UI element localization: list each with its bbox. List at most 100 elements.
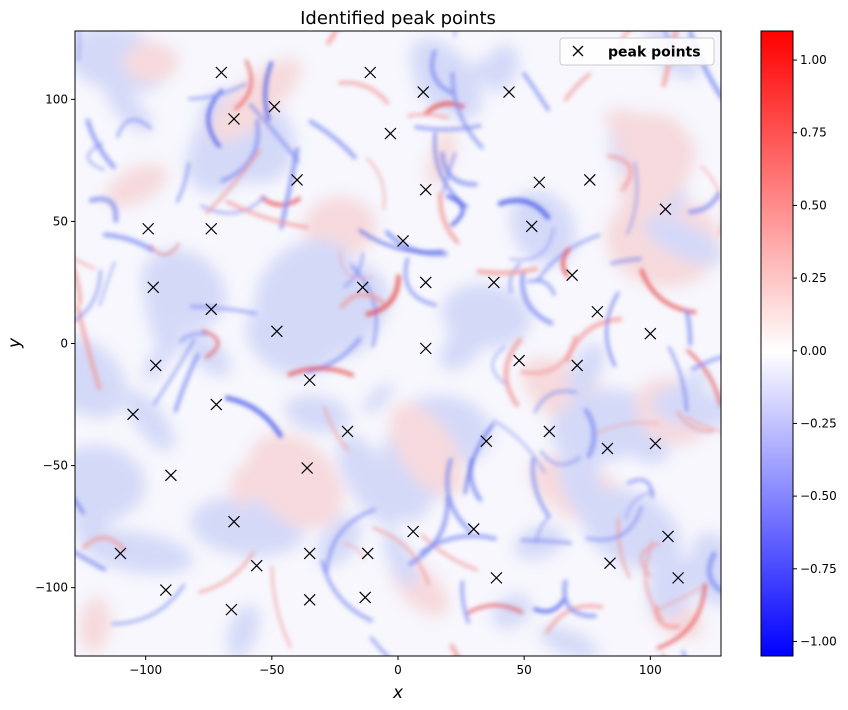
field-filament xyxy=(152,338,196,406)
field-filament xyxy=(616,517,631,579)
field-blob xyxy=(383,530,417,588)
colorbar-tick-label: 1.00 xyxy=(800,53,827,67)
field-filament xyxy=(320,559,373,623)
field-filament xyxy=(75,269,102,322)
field-filament xyxy=(423,101,465,116)
field-filament xyxy=(676,410,714,433)
field-blob xyxy=(255,239,358,344)
x-tick-label: −50 xyxy=(259,663,284,677)
field-blob xyxy=(567,343,605,398)
field-filament xyxy=(562,579,598,619)
peak-point-marker xyxy=(513,354,526,367)
peak-point-marker xyxy=(341,425,354,438)
field-filament xyxy=(685,415,721,433)
peak-point-marker xyxy=(359,591,372,604)
field-filament xyxy=(437,191,460,245)
field-filament xyxy=(326,31,339,46)
peak-point-marker xyxy=(159,584,172,597)
peak-point-marker xyxy=(659,203,672,216)
field-blob xyxy=(644,216,721,265)
field-filament xyxy=(681,650,686,656)
peak-point-marker xyxy=(525,220,538,233)
peak-point-marker xyxy=(210,398,223,411)
colorbar: −1.00 −0.75 −0.50 −0.25 0.00 0.25 0.50 0.75 1.00 xyxy=(760,30,837,657)
peak-point-marker xyxy=(356,281,369,294)
field-filament xyxy=(503,337,523,408)
field-filament xyxy=(497,198,551,220)
field-filament xyxy=(476,266,539,276)
field-filament xyxy=(508,262,522,294)
field-blob xyxy=(248,433,343,529)
field-filament xyxy=(189,304,258,316)
field-filament xyxy=(560,247,571,278)
field-blob xyxy=(410,38,483,120)
field-filament xyxy=(116,118,152,138)
peak-point-marker xyxy=(364,66,377,79)
field-filament xyxy=(287,366,355,378)
field-filament xyxy=(323,406,349,451)
legend-marker-x-icon xyxy=(572,45,584,57)
peak-point-marker xyxy=(361,547,374,560)
field-filament xyxy=(594,421,660,435)
field-filament xyxy=(339,292,385,309)
field-filament xyxy=(270,565,292,649)
x-tick-label: 100 xyxy=(639,663,662,677)
field-filament xyxy=(175,162,191,203)
peak-point-marker xyxy=(164,469,177,482)
peak-point-marker xyxy=(301,462,314,474)
field-blob xyxy=(363,383,394,414)
x-tick-label: 0 xyxy=(394,663,402,677)
field-filament xyxy=(225,199,309,230)
peak-point-marker xyxy=(672,571,685,584)
field-blob xyxy=(123,41,179,82)
peak-point-marker xyxy=(417,86,430,98)
field-filament xyxy=(460,580,471,624)
field-filament xyxy=(102,232,155,253)
field-filament xyxy=(540,450,582,466)
field-filament xyxy=(607,154,633,192)
peak-point-marker xyxy=(114,547,127,560)
field-filament xyxy=(450,71,484,150)
peak-point-marker xyxy=(662,530,674,543)
field-blob xyxy=(389,403,464,497)
field-filament xyxy=(248,103,300,163)
x-tick-label: −100 xyxy=(129,663,162,677)
field-blob xyxy=(483,45,519,92)
x-tick-label: 50 xyxy=(517,663,532,677)
field-filament xyxy=(492,419,546,474)
field-filament xyxy=(263,61,274,122)
field-filament xyxy=(639,542,661,578)
y-tick-label: −50 xyxy=(43,459,68,473)
peak-point-marker xyxy=(303,547,316,560)
field-filament xyxy=(530,457,551,518)
peak-point-marker xyxy=(604,557,616,570)
field-filament xyxy=(403,257,437,307)
field-blob xyxy=(143,345,170,382)
colorbar-tick-label: 0.75 xyxy=(800,126,827,140)
y-tick-label: 0 xyxy=(60,337,68,351)
field-filament xyxy=(308,119,357,160)
field-filament xyxy=(77,31,81,61)
peak-point-marker xyxy=(250,559,263,572)
colorbar-tick-label: 0.25 xyxy=(800,271,827,285)
field-blob xyxy=(227,604,260,656)
field-blob xyxy=(510,190,576,265)
field-filament xyxy=(667,346,688,412)
peak-point-marker xyxy=(566,269,579,282)
field-filament xyxy=(369,636,390,656)
field-filament xyxy=(605,291,620,367)
chart-title: Identified peak points xyxy=(300,8,496,29)
peak-point-marker xyxy=(419,276,432,289)
peak-point-marker xyxy=(149,359,162,372)
field-filament xyxy=(520,271,554,326)
field-filament xyxy=(372,526,430,586)
field-filament xyxy=(111,583,186,626)
vorticity-field xyxy=(75,31,721,656)
field-blob xyxy=(79,597,111,653)
y-axis-label: y xyxy=(5,337,25,349)
peak-point-marker xyxy=(142,222,155,235)
field-filament xyxy=(343,542,366,560)
x-axis-ticks: −100 −50 0 50 100 xyxy=(129,656,662,677)
field-filament xyxy=(661,653,666,656)
peak-point-marker xyxy=(644,327,657,340)
